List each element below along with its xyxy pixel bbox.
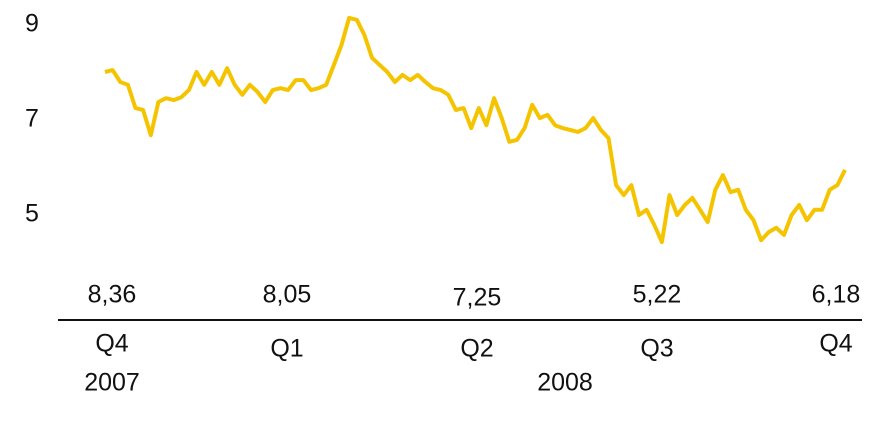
price-line [104, 15, 847, 245]
period-value: 5,22 [633, 281, 682, 309]
period-value: 6,18 [812, 281, 861, 309]
x-tick-label: Q1 [270, 335, 303, 363]
x-tick-label: Q3 [640, 335, 673, 363]
period-value: 8,05 [263, 281, 312, 309]
period-value: 7,25 [453, 284, 502, 312]
y-tick-label: 9 [25, 10, 39, 38]
year-label: 2008 [537, 369, 593, 397]
x-tick-label: Q4 [95, 330, 128, 358]
period-value: 8,36 [88, 281, 137, 309]
y-tick-label: 5 [25, 200, 39, 228]
x-tick-label: Q4 [819, 330, 852, 358]
x-tick-label: Q2 [460, 335, 493, 363]
y-tick-label: 7 [25, 105, 39, 133]
year-label: 2007 [84, 369, 140, 397]
